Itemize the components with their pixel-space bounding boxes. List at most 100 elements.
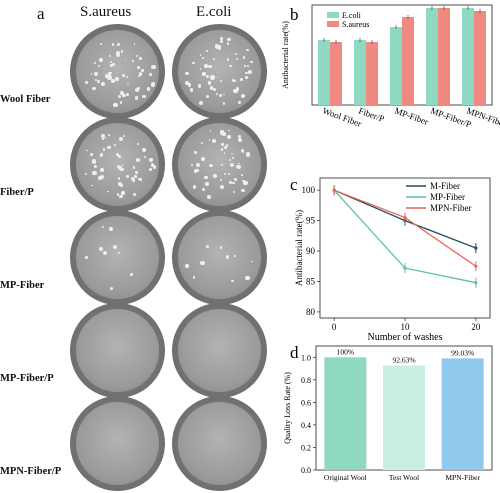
colony xyxy=(114,144,116,146)
colony xyxy=(150,157,154,160)
colony xyxy=(122,93,126,98)
x-tick-label: 10 xyxy=(401,322,411,332)
colony xyxy=(111,43,114,46)
chart-d: d 0.0 0.2 0.4 0.6 0.8 1.0 100% Original Wool 92.6… xyxy=(283,343,493,482)
colony xyxy=(228,180,232,184)
y-tick-label: 100 xyxy=(302,185,316,195)
colony xyxy=(109,286,113,290)
panel-b-letter: b xyxy=(290,5,299,24)
colony xyxy=(205,74,209,78)
colony xyxy=(134,170,138,174)
colony xyxy=(232,190,236,194)
panel-d-letter: d xyxy=(290,343,299,362)
colony xyxy=(208,64,212,69)
x-tick-label: MPN-Fiber xyxy=(445,473,480,482)
colony xyxy=(245,152,250,157)
petri-dish: d2 xyxy=(172,303,267,398)
colony xyxy=(120,167,124,172)
colony xyxy=(117,251,121,255)
colony xyxy=(204,64,208,68)
bar xyxy=(330,42,342,105)
petri-dish: b2 xyxy=(172,117,267,212)
colony xyxy=(94,78,98,82)
colony xyxy=(150,82,156,87)
colony xyxy=(129,272,134,277)
petri-dish: d1 xyxy=(70,303,165,398)
colony xyxy=(229,159,232,162)
colony xyxy=(136,158,141,163)
colony xyxy=(197,84,202,88)
colony xyxy=(135,55,139,58)
legend-label: M-Fiber xyxy=(430,181,460,191)
colony xyxy=(201,187,205,191)
colony xyxy=(109,226,114,231)
colony xyxy=(133,42,136,45)
data-label: 99.03% xyxy=(451,348,474,357)
bar xyxy=(474,11,486,105)
colony xyxy=(89,152,94,157)
data-point xyxy=(474,281,478,285)
colony xyxy=(223,151,226,154)
agar-surface xyxy=(76,216,159,299)
colony xyxy=(112,63,115,67)
colony xyxy=(228,64,232,68)
colony xyxy=(192,61,195,65)
colony xyxy=(242,56,246,59)
colony xyxy=(189,88,194,92)
colony xyxy=(238,134,242,138)
x-tick-label: Original Wool xyxy=(324,473,367,482)
colony xyxy=(205,94,209,98)
subpanel-label: c1 xyxy=(74,212,82,221)
colony xyxy=(210,165,213,168)
colony xyxy=(105,73,109,78)
colony xyxy=(109,60,113,63)
colony xyxy=(98,175,103,180)
petri-dish: c2 xyxy=(172,210,267,305)
colony xyxy=(218,45,222,49)
colony xyxy=(238,100,242,104)
colony xyxy=(124,58,127,61)
colony xyxy=(204,175,208,179)
colony xyxy=(223,173,226,176)
data-label: 100% xyxy=(337,347,355,356)
colony xyxy=(245,276,250,281)
colony xyxy=(220,179,223,182)
colony xyxy=(126,175,129,178)
colony xyxy=(240,174,243,177)
colony xyxy=(138,178,141,180)
colony xyxy=(209,130,212,132)
colony xyxy=(196,169,199,172)
colony xyxy=(220,36,224,40)
subpanel-label: b2 xyxy=(176,119,185,128)
bar xyxy=(366,42,378,105)
colony xyxy=(194,150,197,154)
colony xyxy=(221,143,224,146)
colony xyxy=(133,177,135,180)
colony xyxy=(192,276,196,279)
subpanel-label: e1 xyxy=(74,398,82,407)
colony xyxy=(142,94,146,99)
colony xyxy=(113,102,118,107)
colony xyxy=(94,62,97,65)
col-header-ecoli: E.coli xyxy=(196,4,232,20)
colony xyxy=(86,149,88,152)
row-label: MP-Fiber/P xyxy=(0,373,54,384)
colony xyxy=(117,155,121,158)
colony xyxy=(99,43,102,46)
colony xyxy=(227,42,230,45)
subpanel-label: d1 xyxy=(74,305,83,314)
bar xyxy=(318,40,330,105)
colony xyxy=(206,194,211,200)
colony xyxy=(196,163,201,167)
colony xyxy=(134,88,140,93)
petri-dish: a1 xyxy=(70,24,165,119)
colony xyxy=(205,182,209,186)
legend-label: MP-Fiber xyxy=(430,192,465,202)
colony xyxy=(109,64,113,67)
colony xyxy=(233,80,236,82)
colony xyxy=(219,79,223,83)
agar-surface xyxy=(178,402,261,485)
colony xyxy=(102,138,104,140)
colony xyxy=(236,164,241,170)
